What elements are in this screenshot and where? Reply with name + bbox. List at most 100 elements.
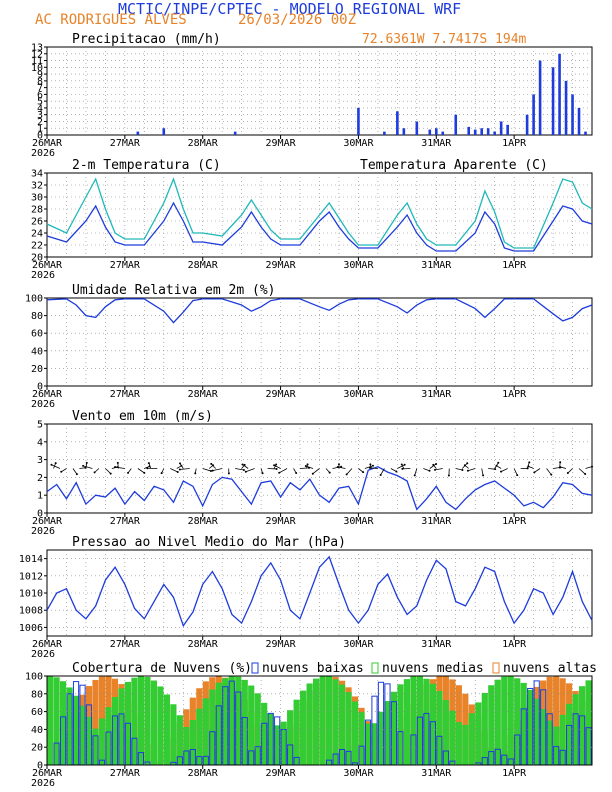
wind-arrow <box>105 468 111 474</box>
precip-bar <box>441 131 445 135</box>
precip-bar <box>564 80 568 135</box>
y-tick-label: 2 <box>37 117 43 128</box>
x-tick-label: 1APR <box>502 138 527 149</box>
precip-bar <box>493 131 496 135</box>
x-tick-label: 1APR <box>502 389 527 400</box>
precip-bar <box>454 114 458 135</box>
y-tick-label: 60 <box>31 707 43 718</box>
cloud-mid-bar <box>118 688 125 765</box>
x-tick-label: 28MAR <box>188 768 219 779</box>
wind-arrow-head <box>403 463 406 466</box>
wind-arrow-head <box>273 464 276 467</box>
x-tick-label: 31MAR <box>421 516 452 527</box>
wind-arrow <box>390 468 397 472</box>
cloud-mid-bar <box>345 692 352 765</box>
y-tick-label: 80 <box>31 311 43 322</box>
wind-arrow <box>578 468 586 475</box>
wind-arrow-head <box>369 463 372 466</box>
x-tick-label: 30MAR <box>343 768 374 779</box>
cloud-mid-bar <box>585 680 592 765</box>
panel-title: Precipitacao (mm/h) <box>72 32 221 47</box>
wind-arrow-head <box>227 472 230 475</box>
wind-arrow <box>534 468 541 473</box>
wind-arrow <box>423 468 430 472</box>
panel-title: Pressao ao Nivel Medio do Mar (hPa) <box>72 535 346 550</box>
cloud-mid-bar <box>416 676 424 765</box>
cloud-mid-bar <box>287 710 294 765</box>
cloud-mid-bar <box>215 682 222 765</box>
wind-arrow <box>500 468 508 472</box>
y-tick-label: 1010 <box>19 589 43 600</box>
y-tick-label: 20 <box>31 364 43 375</box>
y-tick-label: 4 <box>37 437 43 448</box>
wind-arrow <box>202 468 212 472</box>
cloud-legend-label: nuvens altas <box>503 661 597 676</box>
cloud-mid-bar <box>403 679 411 765</box>
wind-arrow <box>481 468 484 476</box>
wind-arrow-head <box>244 470 247 473</box>
cloud-mid-bar <box>85 716 93 765</box>
wind-arrow-head <box>306 463 309 466</box>
wind-arrow-head <box>533 471 536 474</box>
wind-arrow-head <box>500 470 503 473</box>
cloud-mid-bar <box>189 720 196 765</box>
precip-bar <box>558 53 561 136</box>
station-coordinates: 72.6361W 7.7417S 194m <box>362 32 527 47</box>
y-tick-label: 32 <box>31 181 43 192</box>
cloud-mid-bar <box>72 695 80 765</box>
y-tick-label: 4 <box>37 103 43 114</box>
x-year-label: 2026 <box>31 399 55 410</box>
wind-arrow-head <box>160 472 163 475</box>
wind-arrow-head <box>337 463 340 466</box>
y-tick-label: 60 <box>31 329 43 340</box>
cloud-mid-bar <box>371 723 378 765</box>
y-tick-label: 3 <box>37 110 43 121</box>
wind-arrow <box>170 468 178 473</box>
x-tick-label: 27MAR <box>110 516 141 527</box>
wind-arrow <box>210 463 216 469</box>
y-tick-label: 7 <box>37 83 43 94</box>
precip-bar <box>467 126 471 135</box>
precip-bar <box>428 129 432 135</box>
cloud-mid-bar <box>170 704 177 765</box>
wind-arrow <box>242 464 249 469</box>
cloud-mid-bar <box>248 685 255 765</box>
x-tick-label: 26MAR <box>32 768 63 779</box>
wind-arrow-head <box>85 461 88 464</box>
x-tick-label: 29MAR <box>266 138 297 149</box>
precip-bar <box>396 111 399 135</box>
y-tick-label: 5 <box>37 97 43 108</box>
cloud-mid-bar <box>364 723 372 765</box>
cloud-mid-bar <box>228 676 235 765</box>
precip-bar <box>571 94 574 135</box>
wind-arrow <box>546 468 552 475</box>
y-tick-label: 26 <box>31 217 43 228</box>
cloud-mid-bar <box>559 714 566 765</box>
x-tick-label: 30MAR <box>343 138 374 149</box>
wind-arrow-head <box>566 472 569 475</box>
cloud-mid-bar <box>455 722 462 765</box>
cloud-mid-bar <box>111 697 119 765</box>
cloud-mid-bar <box>66 687 73 765</box>
cloud-legend-swatch <box>371 662 379 674</box>
cloud-mid-bar <box>520 682 527 765</box>
cloud-mid-bar <box>397 684 404 765</box>
wind-arrow-head <box>413 474 416 477</box>
x-tick-label: 1APR <box>502 516 527 527</box>
cloud-mid-bar <box>579 686 586 765</box>
wind-arrow-head <box>114 466 117 469</box>
wind-arrow-head <box>368 466 371 469</box>
legend-apparent-temp: Temperatura Aparente (C) <box>360 158 548 173</box>
wind-arrow <box>467 468 476 472</box>
wind-arrow-head <box>194 472 197 475</box>
y-tick-label: 13 <box>31 43 43 54</box>
x-tick-label: 29MAR <box>266 260 297 271</box>
x-year-label: 2026 <box>31 148 55 159</box>
wind-arrow <box>434 468 443 471</box>
x-tick-label: 31MAR <box>421 389 452 400</box>
wind-arrow-head <box>395 470 398 473</box>
series-line-1 <box>46 465 593 511</box>
cloud-mid-bar <box>436 690 443 765</box>
cloud-mid-bar <box>462 724 469 765</box>
